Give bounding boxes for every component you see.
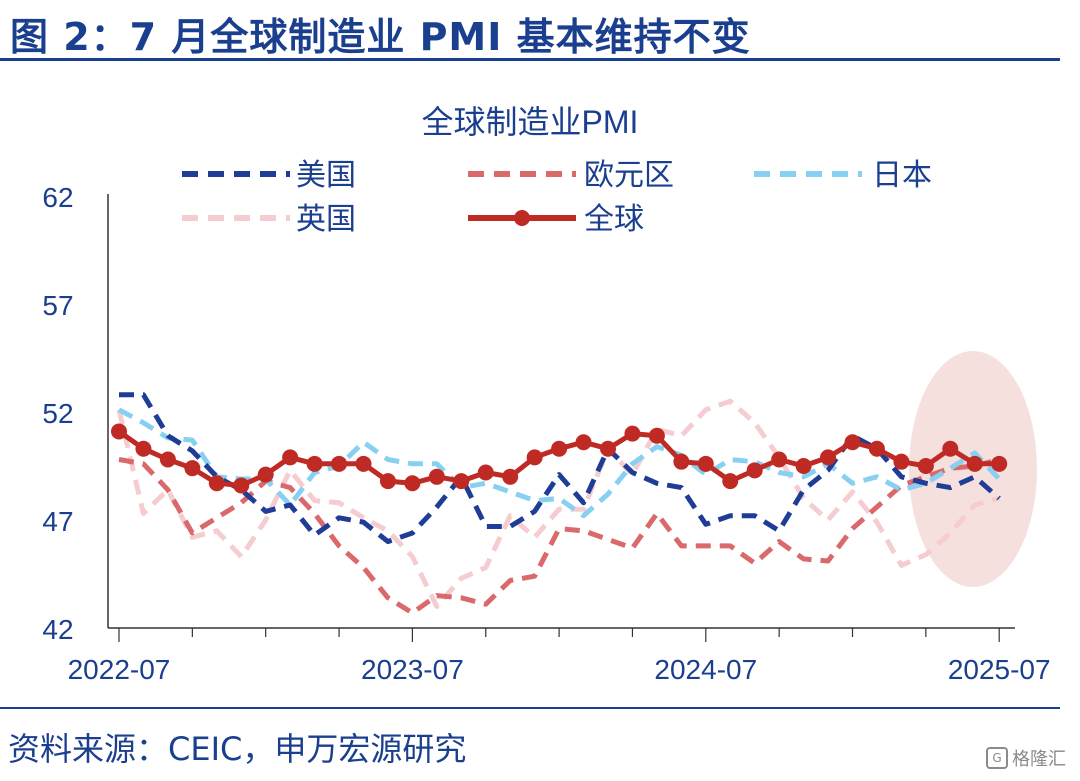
data-point-global — [502, 468, 519, 485]
data-point-global — [624, 425, 641, 442]
legend-item-eu: 欧元区 — [468, 159, 674, 192]
legend-item-global: 全球 — [468, 203, 644, 236]
series-line-us — [119, 392, 1001, 545]
data-point-global — [575, 434, 592, 451]
y-tick-label: 57 — [42, 290, 73, 321]
x-tick-label: 2024-07 — [654, 654, 757, 685]
data-point-global — [673, 453, 690, 470]
x-tick-label: 2022-07 — [68, 654, 171, 685]
data-point-global — [257, 466, 274, 483]
chart-title: 全球制造业PMI — [422, 104, 639, 140]
data-point-global — [111, 423, 127, 440]
data-point-global — [820, 449, 837, 466]
legend-marker-global — [514, 210, 530, 226]
title-rule — [0, 58, 1060, 61]
data-point-global — [697, 455, 714, 472]
legend-item-us: 美国 — [182, 159, 356, 192]
data-point-global — [404, 475, 421, 492]
y-tick-label: 52 — [42, 398, 73, 429]
data-point-global — [917, 458, 934, 474]
data-point-global — [379, 473, 396, 490]
data-point-global — [746, 462, 763, 479]
data-point-global — [355, 455, 372, 472]
source-rule — [0, 707, 1060, 709]
legend-label-us: 美国 — [296, 159, 356, 192]
data-point-global — [331, 455, 348, 472]
legend-item-uk: 英国 — [182, 203, 356, 236]
data-point-global — [135, 440, 152, 457]
source-note: 资料来源：CEIC，申万宏源研究 — [8, 730, 467, 768]
data-point-global — [208, 475, 225, 492]
data-point-global — [648, 427, 665, 444]
data-point-global — [600, 440, 616, 457]
data-point-global — [868, 440, 885, 457]
watermark-text: 格隆汇 — [1012, 749, 1066, 770]
legend-label-uk: 英国 — [296, 203, 356, 236]
watermark: G 格隆汇 — [986, 745, 1066, 771]
data-point-global — [771, 451, 788, 468]
data-point-global — [942, 440, 959, 457]
x-tick-label: 2025-07 — [948, 654, 1051, 685]
data-point-global — [844, 434, 861, 451]
series-line-uk — [116, 398, 1000, 609]
x-tick-label: 2023-07 — [361, 654, 464, 685]
legend-item-jp: 日本 — [754, 159, 932, 192]
data-point-global — [453, 473, 470, 490]
data-point-global — [233, 477, 250, 494]
legend-label-eu: 欧元区 — [584, 159, 674, 192]
data-point-global — [306, 455, 323, 472]
legend-label-jp: 日本 — [872, 159, 932, 192]
figure-title: 图 2：7 月全球制造业 PMI 基本维持不变 — [10, 15, 751, 59]
data-point-global — [428, 468, 445, 485]
y-tick-label: 42 — [42, 614, 73, 645]
data-point-global — [991, 455, 1008, 472]
y-tick-label: 47 — [42, 506, 73, 537]
data-point-global — [893, 453, 910, 470]
data-point-global — [282, 449, 299, 466]
data-point-global — [795, 458, 812, 474]
legend-label-global: 全球 — [584, 203, 644, 236]
data-point-global — [551, 440, 568, 457]
data-point-global — [966, 455, 983, 472]
data-point-global — [477, 464, 494, 481]
data-point-global — [526, 449, 543, 466]
watermark-logo-icon: G — [986, 747, 1008, 769]
data-point-global — [722, 473, 739, 490]
y-tick-label: 62 — [42, 182, 73, 213]
data-point-global — [159, 451, 176, 468]
data-point-global — [184, 460, 201, 477]
